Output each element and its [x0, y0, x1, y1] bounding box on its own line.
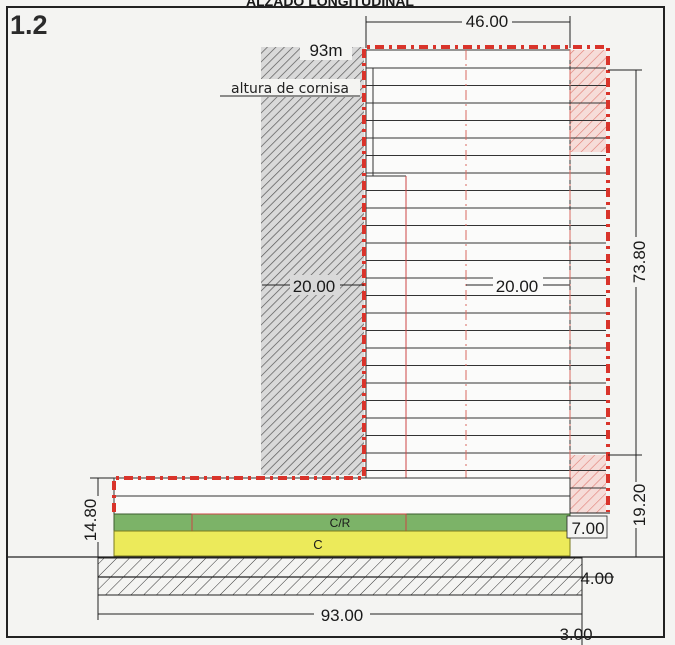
cornice-note: altura de cornisa [231, 81, 349, 97]
dim-top-width: 46.00 [466, 12, 509, 31]
dim-right-small: 7.00 [571, 519, 604, 538]
envelope-outline [112, 45, 610, 512]
section-number: 1.2 [10, 10, 48, 40]
dim-bottom-offset: 3.00 [559, 625, 592, 644]
dim-podium-height: 19.20 [630, 484, 649, 527]
hatched-strip-right-upper [570, 50, 606, 152]
dim-total-width: 93.00 [321, 606, 364, 625]
height-label: 93m [309, 41, 342, 60]
zone-label-cr: C/R [330, 516, 351, 530]
hatched-strip-right-lower [570, 455, 606, 513]
dim-left-height: 14.80 [81, 499, 100, 542]
dim-base-height: 4.00 [580, 569, 613, 588]
zone-label-c: C [313, 537, 322, 552]
drawing-title: ALZADO LONGITUDINAL [246, 0, 414, 9]
hatched-tower-left [261, 47, 364, 475]
dim-right-inner: 20.00 [496, 277, 539, 296]
zone-band-c [113, 530, 571, 557]
dim-tower-height: 73.80 [630, 241, 649, 284]
dim-left-inner: 20.00 [293, 277, 336, 296]
